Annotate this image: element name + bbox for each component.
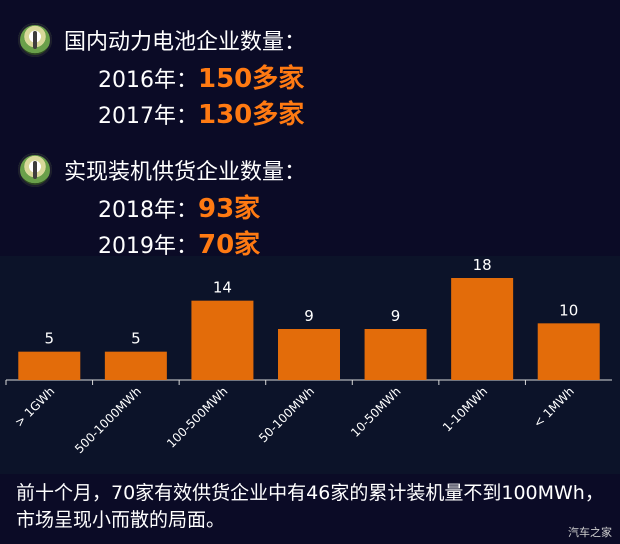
stat-year: 2017年： (98, 104, 198, 129)
stat-title: 实现装机供货企业数量： (64, 160, 307, 185)
x-tick-label: 50-100MWh (256, 384, 317, 445)
stat-title: 国内动力电池企业数量： (64, 30, 307, 55)
stat-year: 2019年： (98, 234, 198, 259)
stat-row-2016: 2016年： 150多家 (98, 58, 306, 94)
stat-heading: 国内动力电池企业数量： (18, 22, 306, 58)
x-tick-label: 100-500MWh (164, 384, 230, 450)
stat-row-2017: 2017年： 130多家 (98, 94, 306, 130)
stat-value: 93家 (198, 194, 261, 224)
x-tick-label: 10-50MWh (348, 384, 404, 440)
data-label: 9 (391, 307, 401, 325)
stat-value: 130多家 (198, 100, 305, 130)
bar (537, 323, 600, 380)
x-tick-label: > 1GWh (12, 384, 57, 429)
stat-value: 70家 (198, 230, 261, 260)
x-tick-label: 500-1000MWh (72, 384, 144, 456)
stat-heading: 实现装机供货企业数量： (18, 152, 306, 188)
bar-chart: 5 > 1GWh 5 500-1000MWh 14 100-500MWh 9 50-100MW… (5, 256, 612, 456)
data-label: 9 (304, 307, 314, 325)
data-label: 10 (559, 301, 578, 319)
bullet-icon (18, 153, 52, 187)
data-label: 5 (45, 330, 55, 348)
bar (191, 300, 254, 380)
stat-row-2019: 2019年： 70家 (98, 224, 306, 260)
data-label: 5 (131, 330, 141, 348)
stat-year: 2018年： (98, 198, 198, 223)
stat-row-2018: 2018年： 93家 (98, 188, 306, 224)
stat-value: 150多家 (198, 64, 305, 94)
chart-area: 5 > 1GWh 5 500-1000MWh 14 100-500MWh 9 50-100MW… (0, 256, 620, 474)
bar (451, 278, 514, 380)
bar (364, 329, 427, 380)
x-tick-label: < 1MWh (531, 384, 577, 430)
stat-year: 2016年： (98, 68, 198, 93)
caption: 前十个月，70家有效供货企业中有46家的累计装机量不到100MWh，市场呈现小而… (16, 482, 604, 531)
bar (104, 351, 167, 380)
data-label: 18 (473, 256, 492, 274)
stats-block-supply-count: 实现装机供货企业数量： 2018年： 93家 2019年： 70家 (18, 152, 306, 260)
x-tick-label: 1-10MWh (440, 384, 490, 434)
bar (278, 329, 340, 380)
bullet-icon (18, 23, 52, 57)
watermark: 汽车之家 (568, 526, 612, 539)
data-label: 14 (213, 279, 232, 297)
stats-block-company-count: 国内动力电池企业数量： 2016年： 150多家 2017年： 130多家 (18, 22, 306, 130)
bar (18, 351, 81, 380)
